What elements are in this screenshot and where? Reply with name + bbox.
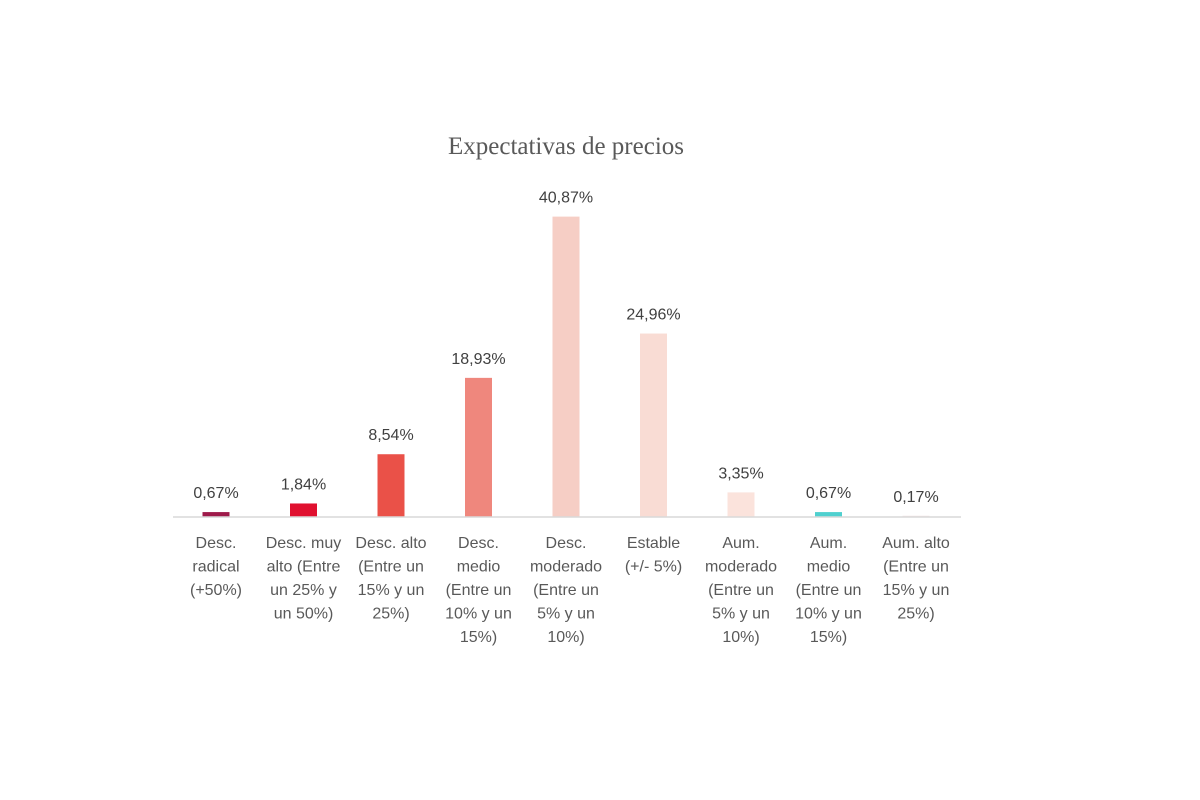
bar-2 — [290, 503, 317, 517]
bars-group — [202, 216, 930, 517]
category-label-3: Desc. alto (Entre un 15% y un 25%) — [355, 535, 426, 623]
category-label-9: Aum. alto (Entre un 15% y un 25%) — [882, 535, 950, 623]
data-label-3: 8,54% — [368, 427, 413, 444]
chart-title: Expectativas de precios — [448, 133, 684, 160]
bar-8 — [815, 512, 842, 517]
bar-1 — [202, 512, 230, 517]
data-label-2: 1,84% — [281, 476, 326, 493]
data-label-5: 40,87% — [539, 190, 593, 207]
category-label-6: Estable (+/- 5%) — [625, 535, 682, 576]
data-labels-group: 0,67% 1,84% 8,54% 18,93% 40,87% 24,96% 3,35% 0,… — [193, 190, 938, 506]
category-label-5: Desc. moderado (Entre un 5% y un 10%) — [530, 535, 602, 646]
bar-3 — [377, 454, 405, 517]
data-label-9: 0,17% — [893, 489, 938, 506]
bar-4 — [465, 377, 492, 517]
data-label-7: 3,35% — [718, 465, 763, 482]
data-label-8: 0,67% — [806, 485, 851, 502]
data-label-6: 24,96% — [626, 307, 680, 324]
category-label-4: Desc. medio (Entre un 10% y un 15%) — [445, 535, 512, 646]
category-labels-group: Desc. radical (+50%) Desc. muy alto (Entre un… — [190, 535, 950, 646]
category-label-7: Aum. moderado (Entre un 5% y un 10%) — [705, 535, 777, 646]
data-label-4: 18,93% — [451, 351, 505, 368]
data-label-1: 0,67% — [193, 485, 238, 502]
category-label-8: Aum. medio (Entre un 10% y un 15%) — [795, 535, 862, 646]
bar-5 — [552, 216, 580, 517]
bar-6 — [640, 333, 667, 517]
category-label-2: Desc. muy alto (Entre un 25% y un 50%) — [266, 535, 342, 623]
category-label-1: Desc. radical (+50%) — [190, 535, 242, 599]
bar-7 — [727, 492, 755, 517]
